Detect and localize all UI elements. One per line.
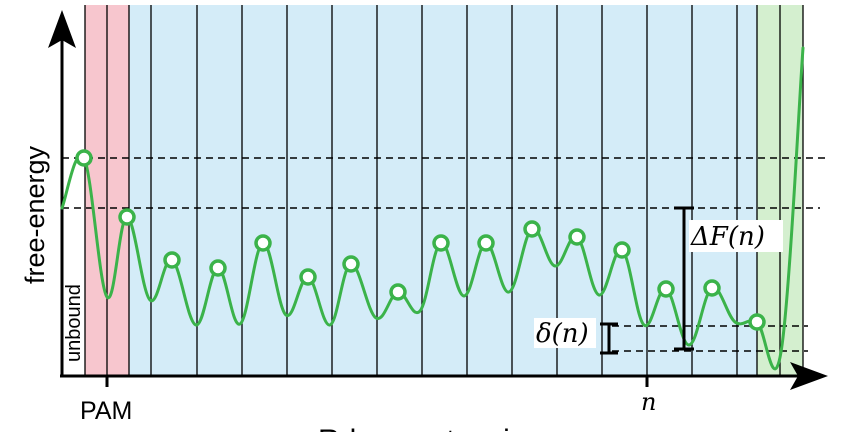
delta-f-label-bg [689, 220, 783, 252]
x-axis-arrow-icon [790, 362, 828, 390]
segment-dividers [84, 5, 804, 376]
state-marker [254, 234, 272, 252]
state-marker [613, 241, 631, 259]
state-marker [299, 268, 317, 286]
state-marker [568, 228, 586, 246]
state-marker [75, 149, 93, 167]
state-marker [523, 220, 541, 238]
delta-f-label: ΔF(n) [690, 222, 765, 252]
delta-small-label: δ(n) [536, 319, 589, 349]
unbound-label: unbound [63, 284, 85, 362]
state-marker [209, 259, 227, 277]
state-marker [118, 208, 136, 226]
state-marker [748, 313, 766, 331]
seed-region [129, 5, 757, 375]
x-axis-label: R-loop extension [318, 424, 543, 432]
n-tick-label: n [641, 388, 656, 416]
state-marker [432, 234, 450, 252]
dashed-levels [62, 157, 828, 352]
delta-f-bracket [674, 206, 694, 351]
state-markers [75, 149, 766, 331]
state-marker [163, 251, 181, 269]
y-axis-label: free-energy [20, 145, 50, 284]
delta-small-label-bg [534, 318, 596, 348]
state-marker [477, 234, 495, 252]
state-marker [657, 280, 675, 298]
state-marker [342, 255, 360, 273]
pam-label: PAM [80, 397, 132, 425]
state-marker [703, 279, 721, 297]
y-axis-arrow-icon [48, 10, 76, 48]
state-marker [389, 283, 407, 301]
delta-small-bracket [600, 322, 618, 355]
